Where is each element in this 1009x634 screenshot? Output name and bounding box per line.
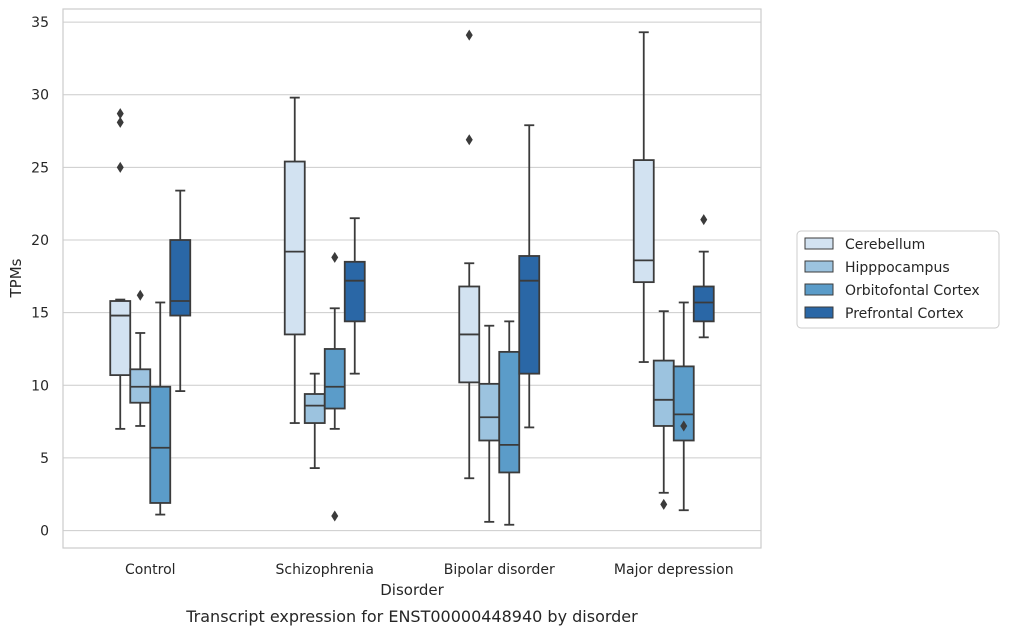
outlier-point (331, 251, 339, 263)
box-0-3 (169, 189, 192, 392)
legend-frame (796, 230, 1000, 329)
y-tick-label: 15 (31, 306, 49, 322)
box-0-2 (149, 301, 172, 516)
outlier-point (116, 108, 124, 120)
y-axis-label: TPMs (7, 258, 25, 298)
box-3-2 (672, 301, 695, 512)
y-tick-label: 35 (31, 15, 49, 31)
box-iqr (632, 159, 655, 284)
box-iqr (149, 385, 172, 504)
box-iqr (323, 348, 346, 410)
x-tick-label: Schizophrenia (276, 562, 374, 578)
outlier-point (660, 498, 668, 510)
outlier-point (700, 214, 708, 226)
outlier-point (136, 289, 144, 301)
box-2-2 (498, 320, 521, 526)
box-3-1 (652, 310, 675, 510)
outlier-point (116, 161, 124, 173)
box-iqr (692, 285, 715, 323)
box-2-0 (458, 29, 481, 480)
x-tick-label: Bipolar disorder (444, 562, 555, 578)
x-axis-label: Disorder (380, 581, 444, 599)
box-3-3 (692, 214, 715, 339)
legend-swatch (804, 260, 834, 273)
box-2-3 (518, 124, 541, 429)
legend-label: Prefrontal Cortex (845, 306, 964, 322)
y-tick-label: 20 (31, 233, 49, 249)
plot-border (62, 8, 762, 549)
box-iqr (478, 382, 501, 442)
y-tick-label: 30 (31, 88, 49, 104)
outlier-point (465, 29, 473, 41)
box-iqr (109, 300, 132, 377)
box-2-1 (478, 324, 501, 523)
box-1-3 (343, 217, 366, 375)
box-marks (109, 29, 715, 526)
box-3-0 (632, 31, 655, 363)
box-iqr (652, 359, 675, 427)
legend-swatch (804, 306, 834, 319)
box-0-1 (129, 289, 152, 427)
legend-swatch (804, 283, 834, 296)
legend-swatch (804, 237, 834, 250)
y-tick-label: 0 (40, 524, 49, 540)
box-iqr (303, 393, 326, 424)
box-1-0 (283, 96, 306, 424)
box-iqr (672, 365, 695, 442)
outlier-point (680, 420, 688, 432)
legend-label: Cerebellum (845, 237, 925, 253)
x-tick-labels: Control Schizophrenia Bipolar disorder Majo… (125, 562, 734, 578)
y-tick-label: 5 (40, 451, 49, 467)
legend-label: Hipppocampus (845, 260, 950, 276)
y-tick-label: 25 (31, 160, 49, 176)
outlier-point (331, 510, 339, 522)
y-tick-label: 10 (31, 378, 49, 394)
outlier-point (465, 134, 473, 146)
y-tick-labels: 0 5 10 15 20 25 30 35 (31, 15, 49, 539)
box-iqr (283, 160, 306, 336)
plot-frame (62, 8, 762, 549)
box-1-2 (323, 251, 346, 522)
box-iqr (498, 350, 521, 474)
outlier-point (116, 116, 124, 128)
box-iqr (169, 239, 192, 317)
legend: Cerebellum Hipppocampus Orbitofontal Corte… (796, 230, 1000, 329)
box-iqr (518, 255, 541, 375)
x-tick-label: Control (125, 562, 176, 578)
x-tick-label: Major depression (614, 562, 734, 578)
box-0-0 (109, 108, 132, 430)
box-iqr (343, 260, 366, 323)
legend-label: Orbitofontal Cortex (845, 283, 980, 299)
box-1-1 (303, 372, 326, 469)
chart-caption: Transcript expression for ENST0000044894… (185, 607, 638, 626)
